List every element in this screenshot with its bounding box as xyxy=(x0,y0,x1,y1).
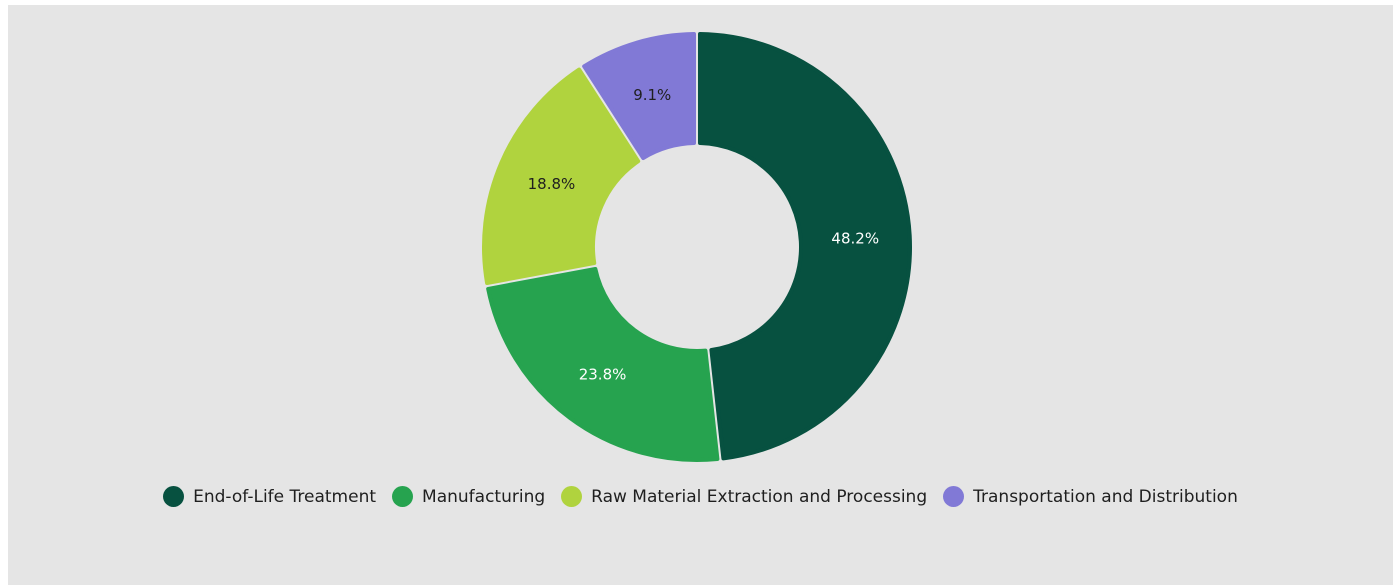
legend-swatch xyxy=(163,486,184,507)
slice-value-label: 9.1% xyxy=(633,86,671,104)
legend-item-manufacturing[interactable]: Manufacturing xyxy=(392,486,545,507)
legend-item-transportation[interactable]: Transportation and Distribution xyxy=(943,486,1238,507)
legend-swatch xyxy=(561,486,582,507)
slice-value-label: 48.2% xyxy=(831,229,879,247)
donut-chart: 48.2% 23.8% 18.8% 9.1% xyxy=(8,5,1393,475)
chart-panel: 48.2% 23.8% 18.8% 9.1% End-of-Life Treatmen… xyxy=(8,5,1393,585)
legend-swatch xyxy=(392,486,413,507)
slice-value-label: 18.8% xyxy=(528,175,576,193)
legend-label: Raw Material Extraction and Processing xyxy=(591,487,927,507)
legend-item-raw-material[interactable]: Raw Material Extraction and Processing xyxy=(561,486,927,507)
legend-swatch xyxy=(943,486,964,507)
legend: End-of-Life Treatment Manufacturing Raw … xyxy=(8,486,1393,507)
legend-label: End-of-Life Treatment xyxy=(193,487,376,507)
slice-value-label: 23.8% xyxy=(579,365,627,383)
legend-label: Manufacturing xyxy=(422,487,545,507)
legend-item-end-of-life[interactable]: End-of-Life Treatment xyxy=(163,486,376,507)
legend-label: Transportation and Distribution xyxy=(973,487,1238,507)
